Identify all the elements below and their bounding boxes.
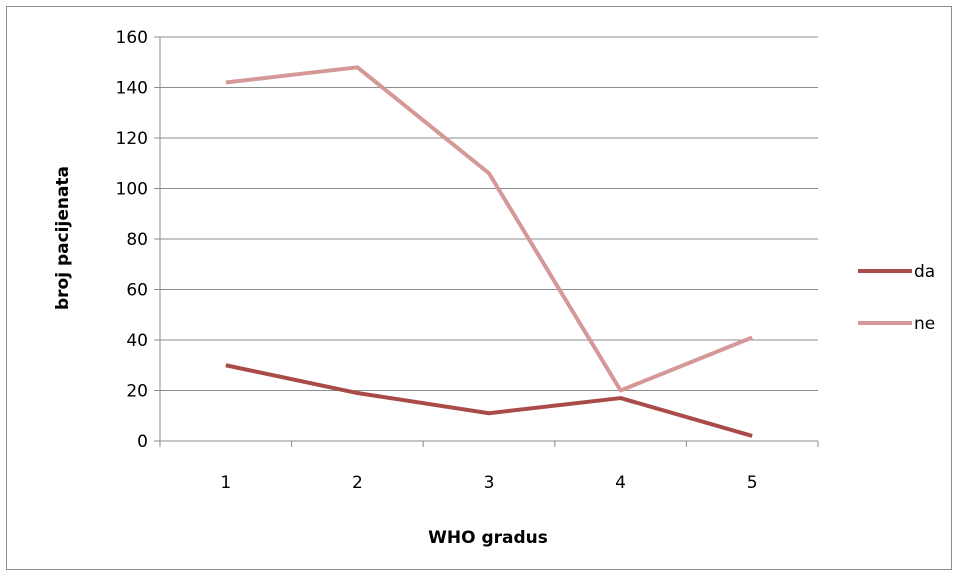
gridlines [160, 36, 818, 391]
y-tick-label: 140 [116, 79, 148, 99]
data-point-ne [355, 65, 359, 69]
y-tick-label: 100 [116, 180, 148, 200]
legend: da ne [858, 262, 935, 334]
x-tick-label: 3 [484, 473, 495, 493]
data-point-da [619, 396, 623, 400]
legend-label-ne: ne [914, 314, 935, 334]
y-axis-title: broj pacijenata [53, 166, 73, 310]
y-tick-label: 160 [116, 28, 148, 48]
data-point-ne [619, 389, 623, 393]
data-point-ne [224, 80, 228, 84]
x-tick-label: 2 [352, 473, 363, 493]
series-lines [224, 65, 754, 438]
series-line-da [225, 363, 753, 438]
data-point-da [487, 411, 491, 415]
y-tick-label: 20 [126, 382, 148, 402]
y-tick-label: 120 [116, 129, 148, 149]
data-point-ne [487, 171, 491, 175]
y-tick-label: 40 [126, 331, 148, 351]
y-tick-labels: 0 20 40 60 80 100 120 140 160 [116, 28, 148, 452]
series-line-ne [225, 65, 753, 393]
data-point-ne [750, 335, 754, 339]
y-tick-label: 60 [126, 281, 148, 301]
data-point-da [224, 363, 228, 367]
data-point-da [750, 434, 754, 438]
data-point-da [355, 391, 359, 395]
x-tick-label: 4 [615, 473, 626, 493]
x-tick-label: 1 [220, 473, 231, 493]
x-axis-title: WHO gradus [428, 528, 548, 548]
x-tick-label: 5 [747, 473, 758, 493]
chart-frame [6, 6, 952, 570]
x-tick-labels: 1 2 3 4 5 [220, 473, 757, 493]
y-tick-label: 0 [137, 432, 148, 452]
y-tick-label: 80 [126, 230, 148, 250]
axes [154, 36, 819, 447]
legend-label-da: da [914, 262, 935, 282]
